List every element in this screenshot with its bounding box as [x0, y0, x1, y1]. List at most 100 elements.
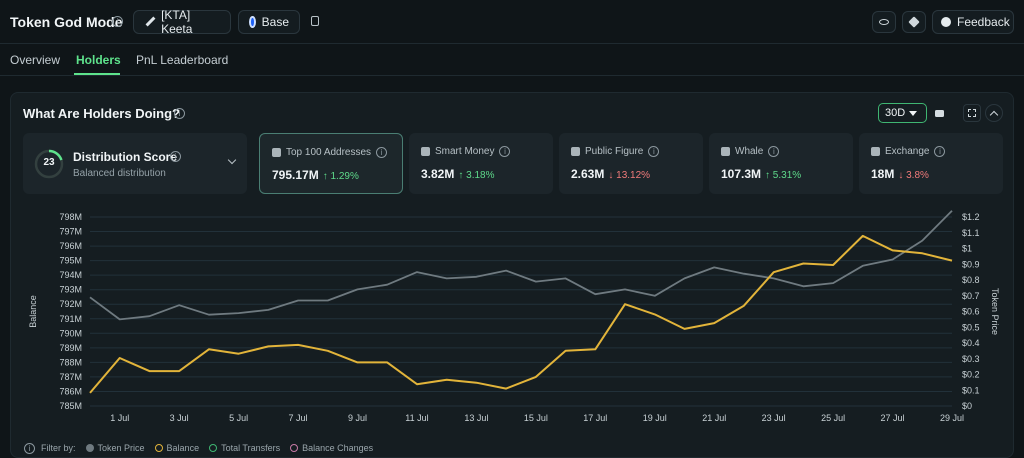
filter-item-label: Token Price: [97, 443, 145, 453]
range-select[interactable]: 30D: [878, 103, 927, 123]
y-tick-label: 795M: [59, 256, 82, 266]
x-tick-label: 5 Jul: [229, 413, 248, 423]
x-tick-label: 15 Jul: [524, 413, 548, 423]
stat-delta: ↓ 3.8%: [898, 170, 929, 181]
filter-item-label: Balance Changes: [302, 443, 374, 453]
y-tick-label: 796M: [59, 241, 82, 251]
star-icon: [571, 147, 580, 156]
y2-tick-label: $0.3: [962, 354, 980, 364]
distribution-score-title: Distribution Score: [73, 150, 178, 164]
info-icon[interactable]: i: [174, 108, 185, 119]
chain-selector-button[interactable]: Base: [238, 10, 300, 34]
range-value: 30D: [885, 107, 906, 119]
chat-bubble-icon: [941, 17, 951, 27]
info-icon[interactable]: i: [499, 146, 511, 157]
stat-value: 2.63M: [571, 167, 605, 181]
collapse-button[interactable]: [985, 104, 1003, 122]
info-icon[interactable]: i: [24, 442, 35, 454]
tab-overview[interactable]: Overview: [10, 53, 61, 67]
expand-icon: [968, 109, 976, 117]
y2-tick-label: $1.2: [962, 212, 980, 222]
y2-tick-label: $0.4: [962, 338, 980, 348]
info-icon[interactable]: i: [768, 146, 780, 157]
filter-total-transfers[interactable]: Total Transfers: [209, 443, 280, 453]
x-tick-label: 17 Jul: [583, 413, 607, 423]
stat-card-public-figure[interactable]: Public Figure i 2.63M ↓ 13.12%: [559, 133, 703, 194]
y2-tick-label: $0.8: [962, 275, 980, 285]
info-icon[interactable]: i: [170, 151, 181, 162]
y-tick-label: 787M: [59, 372, 82, 382]
balance-changes-dot-icon: [290, 444, 299, 452]
distribution-score-value: 23: [43, 157, 55, 168]
y-axis-title: Balance: [28, 295, 38, 328]
active-tab-indicator: [74, 73, 120, 75]
info-icon[interactable]: i: [934, 146, 946, 157]
camera-icon: [934, 109, 944, 117]
y-tick-label: 797M: [59, 227, 82, 237]
y2-tick-label: $0.7: [962, 291, 980, 301]
address-book-icon: [272, 148, 281, 157]
tab-bar: Overview Holders PnL Leaderboard: [0, 44, 1024, 76]
x-tick-label: 21 Jul: [702, 413, 726, 423]
y2-tick-label: $0.9: [962, 259, 980, 269]
token-selector-button[interactable]: [KTA] Keeta: [133, 8, 231, 36]
stat-card-whale[interactable]: Whale i 107.3M ↑ 5.31%: [709, 133, 853, 194]
x-tick-label: 29 Jul: [940, 413, 964, 423]
y-tick-label: 789M: [59, 343, 82, 353]
y-tick-label: 791M: [59, 314, 82, 324]
stat-value: 107.3M: [721, 167, 762, 181]
fullscreen-button[interactable]: [963, 104, 981, 122]
y-tick-label: 788M: [59, 357, 82, 367]
tab-holders[interactable]: Holders: [76, 53, 121, 67]
y2-tick-label: $0.6: [962, 307, 980, 317]
y-tick-label: 794M: [59, 270, 82, 280]
stat-card-exchange[interactable]: Exchange i 18M ↓ 3.8%: [859, 133, 1003, 194]
series-token-price-line[interactable]: [89, 210, 953, 321]
filter-balance[interactable]: Balance: [154, 443, 199, 453]
info-icon[interactable]: i: [376, 147, 388, 158]
filter-label: Filter by:: [41, 443, 76, 453]
x-tick-label: 23 Jul: [762, 413, 786, 423]
app-title: Token God Mode: [10, 14, 123, 30]
y2-tick-label: $0.1: [962, 385, 980, 395]
distribution-score-subtitle: Balanced distribution: [73, 168, 166, 179]
chevron-down-icon[interactable]: [227, 155, 237, 165]
x-tick-label: 3 Jul: [170, 413, 189, 423]
x-tick-label: 27 Jul: [881, 413, 905, 423]
stat-label: Whale: [735, 146, 764, 157]
feedback-button[interactable]: Feedback: [932, 10, 1014, 34]
chevron-up-icon: [989, 110, 999, 119]
copy-icon[interactable]: [311, 16, 319, 26]
filter-token-price[interactable]: Token Price: [85, 443, 145, 453]
stat-value: 3.82M: [421, 167, 455, 181]
y2-tick-label: $0.2: [962, 370, 980, 380]
x-tick-label: 11 Jul: [405, 413, 428, 423]
caret-down-icon: [909, 110, 918, 116]
stat-card-smart-money[interactable]: Smart Money i 3.82M ↑ 3.18%: [409, 133, 553, 194]
base-chain-icon: [249, 16, 256, 28]
info-icon[interactable]: i: [648, 146, 660, 157]
balance-dot-icon: [154, 444, 163, 452]
y2-tick-label: $1: [962, 244, 972, 254]
tab-pnl-leaderboard[interactable]: PnL Leaderboard: [136, 53, 229, 67]
y2-axis-title: Token Price: [990, 288, 1000, 335]
feedback-label: Feedback: [957, 15, 1010, 29]
brain-icon: [421, 147, 430, 156]
filter-bar: i Filter by: Token Price Balance Total T…: [24, 442, 373, 454]
pin-button[interactable]: [902, 11, 926, 33]
watch-button[interactable]: [872, 11, 896, 33]
filter-balance-changes[interactable]: Balance Changes: [290, 443, 373, 453]
y2-tick-label: $0.5: [962, 322, 980, 332]
chain-label: Base: [261, 15, 289, 29]
info-icon[interactable]: i: [112, 16, 123, 27]
stat-delta: ↓ 13.12%: [608, 170, 651, 181]
holders-chart: 785M 786M 787M 788M 789M 790M 791M 792M 793M 794M…: [28, 210, 1000, 423]
screenshot-button[interactable]: [930, 104, 948, 122]
stat-delta: ↑ 5.31%: [765, 170, 802, 181]
series-balance-line[interactable]: [89, 234, 953, 394]
distribution-score-card[interactable]: 23 Distribution Score i Balanced distrib…: [23, 133, 247, 194]
x-tick-label: 1 Jul: [110, 413, 129, 423]
y-tick-label: 798M: [59, 212, 82, 222]
stat-card-top-100-addresses[interactable]: Top 100 Addresses i 795.17M ↑ 1.29%: [259, 133, 403, 194]
eye-icon: [879, 19, 889, 25]
